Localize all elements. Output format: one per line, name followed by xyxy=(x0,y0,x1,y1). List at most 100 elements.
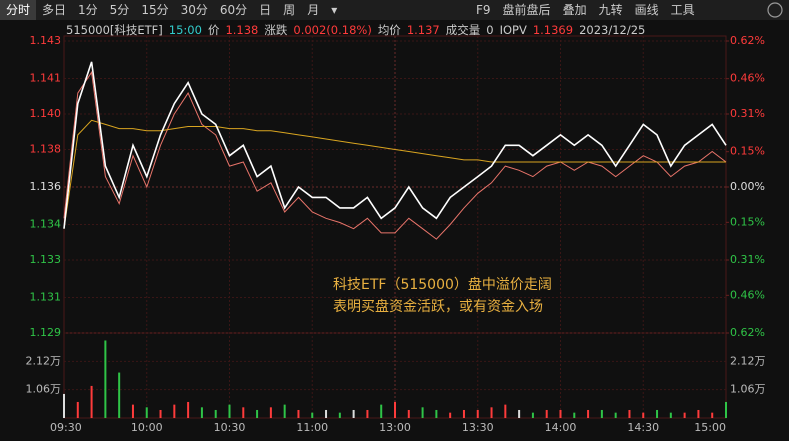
toolbar-button[interactable]: 周 xyxy=(283,3,296,17)
y2-tick-label: 0.00% xyxy=(730,180,765,193)
y-tick-label: 1.140 xyxy=(30,107,62,120)
y-tick-label: 1.143 xyxy=(30,34,62,47)
volume-bar xyxy=(559,409,562,418)
y2-tick-label: 0.46% xyxy=(730,288,765,301)
volume-bar xyxy=(256,409,259,418)
toolbar-button[interactable]: 60分 xyxy=(219,3,248,17)
volume-bar xyxy=(214,409,217,418)
volume-tick-label: 2.12万 xyxy=(26,354,62,367)
volume-bar xyxy=(90,385,93,418)
toolbar-button[interactable]: 多日 xyxy=(42,3,67,17)
volume-bar xyxy=(656,409,659,418)
volume-bar xyxy=(352,409,355,418)
volume-bar xyxy=(242,407,245,418)
toolbar-button[interactable]: 画线 xyxy=(634,3,659,17)
annotation: 表明买盘资金活跃，或有资金入场 xyxy=(333,298,543,315)
toolbar: 分时 多日 1分 5分 15分 30分 60分日周月 ▾ F9 盘前盘后 叠加 九转 画线 工具 xyxy=(0,0,789,20)
volume-bar xyxy=(407,409,410,418)
volume-bar xyxy=(476,409,479,418)
y-tick-label: 1.138 xyxy=(30,142,62,155)
volume-bar xyxy=(449,412,452,418)
label: 涨跌 xyxy=(264,23,288,37)
toolbar-button[interactable]: 1分 xyxy=(78,3,98,17)
volume-bar xyxy=(421,407,424,418)
y2-tick-label: 0.62% xyxy=(730,34,765,47)
y2-tick-label: 0.15% xyxy=(730,215,765,228)
volume-bar xyxy=(669,412,672,418)
toolbar-button[interactable]: 叠加 xyxy=(562,3,587,17)
x-tick-label: 10:00 xyxy=(131,421,163,434)
volume-bar xyxy=(104,340,107,418)
y-tick-label: 1.133 xyxy=(30,253,62,266)
y-tick-label: 1.129 xyxy=(30,326,62,339)
x-tick-label: 10:30 xyxy=(214,421,246,434)
period-tabs: 分时 多日 1分 5分 15分 30分 60分日周月 ▾ xyxy=(0,0,343,20)
x-tick-label: 15:00 xyxy=(694,421,726,434)
volume-bar xyxy=(325,409,328,418)
price: 1.138 xyxy=(225,23,259,37)
y2-tick-label: 0.46% xyxy=(730,72,765,85)
date: 2023/12/25 xyxy=(579,23,646,37)
volume-bar xyxy=(380,404,383,418)
toolbar-button[interactable]: 分时 xyxy=(0,0,37,20)
volume-bar xyxy=(118,372,121,418)
toolbar-icon xyxy=(767,2,783,18)
series-line xyxy=(63,70,727,240)
tools: F9 盘前盘后 叠加 九转 画线 工具 xyxy=(470,0,701,20)
volume-bar xyxy=(628,409,631,418)
volume-tick-label: 2.12万 xyxy=(730,354,766,367)
volume-bar xyxy=(366,409,369,418)
y2-tick-label: 0.62% xyxy=(730,326,765,339)
volume-bar xyxy=(435,409,438,418)
volume-bar xyxy=(159,409,162,418)
toolbar-button[interactable]: 工具 xyxy=(670,3,695,17)
toolbar-button[interactable]: 月 xyxy=(307,3,320,17)
volume-bar xyxy=(614,412,617,418)
label: 价 xyxy=(207,23,220,37)
code: 515000[科技ETF] xyxy=(66,23,163,37)
y2-tick-label: 0.31% xyxy=(730,107,765,120)
volume-bar xyxy=(131,404,134,418)
volume-bar xyxy=(642,412,645,418)
volume-bar xyxy=(531,412,534,418)
volume-tick-label: 1.06万 xyxy=(26,383,62,396)
volume-bar xyxy=(587,409,590,418)
y2-tick-label: 0.15% xyxy=(730,145,765,158)
volume-bar xyxy=(545,409,548,418)
iopv: 1.1369 xyxy=(532,23,574,37)
label: 均价 xyxy=(377,23,401,37)
volume: 0 xyxy=(486,23,494,37)
volume-bar xyxy=(338,412,341,418)
toolbar-button[interactable]: 九转 xyxy=(598,3,623,17)
time: 15:00 xyxy=(168,23,202,37)
volume-tick-label: 1.06万 xyxy=(730,383,766,396)
volume-bar xyxy=(297,409,300,418)
volume-bar xyxy=(187,401,190,418)
y-tick-label: 1.136 xyxy=(30,180,62,193)
toolbar-button[interactable]: 15分 xyxy=(141,3,169,17)
volume-bar xyxy=(228,404,231,418)
series-line xyxy=(63,119,726,229)
volume-bar xyxy=(600,409,603,418)
toolbar-button[interactable]: F9 xyxy=(476,3,491,17)
volume-bar xyxy=(173,404,176,418)
volume-bar xyxy=(697,409,700,418)
toolbar-button[interactable]: ▾ xyxy=(331,3,338,17)
series-line xyxy=(63,61,727,229)
y-tick-label: 1.134 xyxy=(30,218,62,231)
volume-bar xyxy=(711,412,714,418)
label: 成交量 xyxy=(445,23,481,37)
toolbar-button[interactable]: 日 xyxy=(259,3,272,17)
volume-bar xyxy=(269,407,272,418)
volume-bar xyxy=(63,393,65,418)
annotation: 科技ETF（515000）盘中溢价走阔 xyxy=(333,276,552,293)
volume-bar xyxy=(518,409,521,418)
change: 0.002(0.18%) xyxy=(293,23,372,37)
toolbar-button[interactable]: 盘前盘后 xyxy=(502,3,551,17)
toolbar-button[interactable]: 30分 xyxy=(180,3,208,17)
volume-bar xyxy=(725,401,727,418)
quote-info: 515000[科技ETF] 15:00 价 1.138 涨跌 0.002(0.18%) 均价… xyxy=(66,22,651,38)
toolbar-button[interactable]: 5分 xyxy=(109,3,130,17)
y-tick-label: 1.141 xyxy=(30,72,62,85)
